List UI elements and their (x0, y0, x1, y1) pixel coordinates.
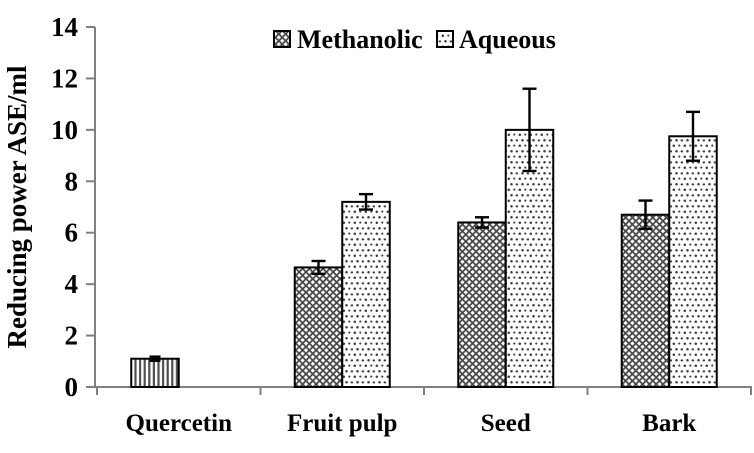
y-tick-label: 0 (65, 372, 79, 402)
y-tick-label: 14 (51, 12, 78, 42)
legend-label-aqueous: Aqueous (459, 25, 556, 54)
bar-methanolic-fruit-pulp (293, 266, 344, 388)
y-tick-label: 6 (65, 218, 79, 248)
y-tick-label: 4 (65, 269, 79, 299)
legend: Methanolic Aqueous (273, 25, 556, 54)
bar-aqueous-bark (668, 135, 718, 388)
bar-aqueous-fruit-pulp (341, 200, 391, 388)
legend-swatch-aqueous-icon (436, 30, 454, 48)
bar-methanolic-bark (620, 213, 671, 388)
y-tick-label: 2 (65, 321, 79, 351)
legend-swatch-methanolic-icon (273, 30, 291, 48)
x-category-label-fruit-pulp: Fruit pulp (287, 410, 397, 437)
y-tick-label: 12 (51, 63, 78, 93)
x-category-label-seed: Seed (481, 410, 531, 437)
legend-label-methanolic: Methanolic (297, 25, 423, 54)
x-category-label-bark: Bark (642, 410, 696, 437)
bar-quercetin-standard (130, 357, 180, 389)
y-axis-title: Reducing power ASE/ml (2, 65, 32, 349)
y-tick-label: 8 (65, 166, 79, 196)
bar-aqueous-seed (504, 128, 555, 388)
y-tick-label: 10 (51, 115, 78, 145)
plot-area: 0 2 4 6 8 10 12 14 Quercetin Fruit pulp Seed Bark (51, 12, 752, 437)
x-category-label-quercetin: Quercetin (126, 410, 233, 437)
bar-methanolic-seed (457, 221, 507, 388)
